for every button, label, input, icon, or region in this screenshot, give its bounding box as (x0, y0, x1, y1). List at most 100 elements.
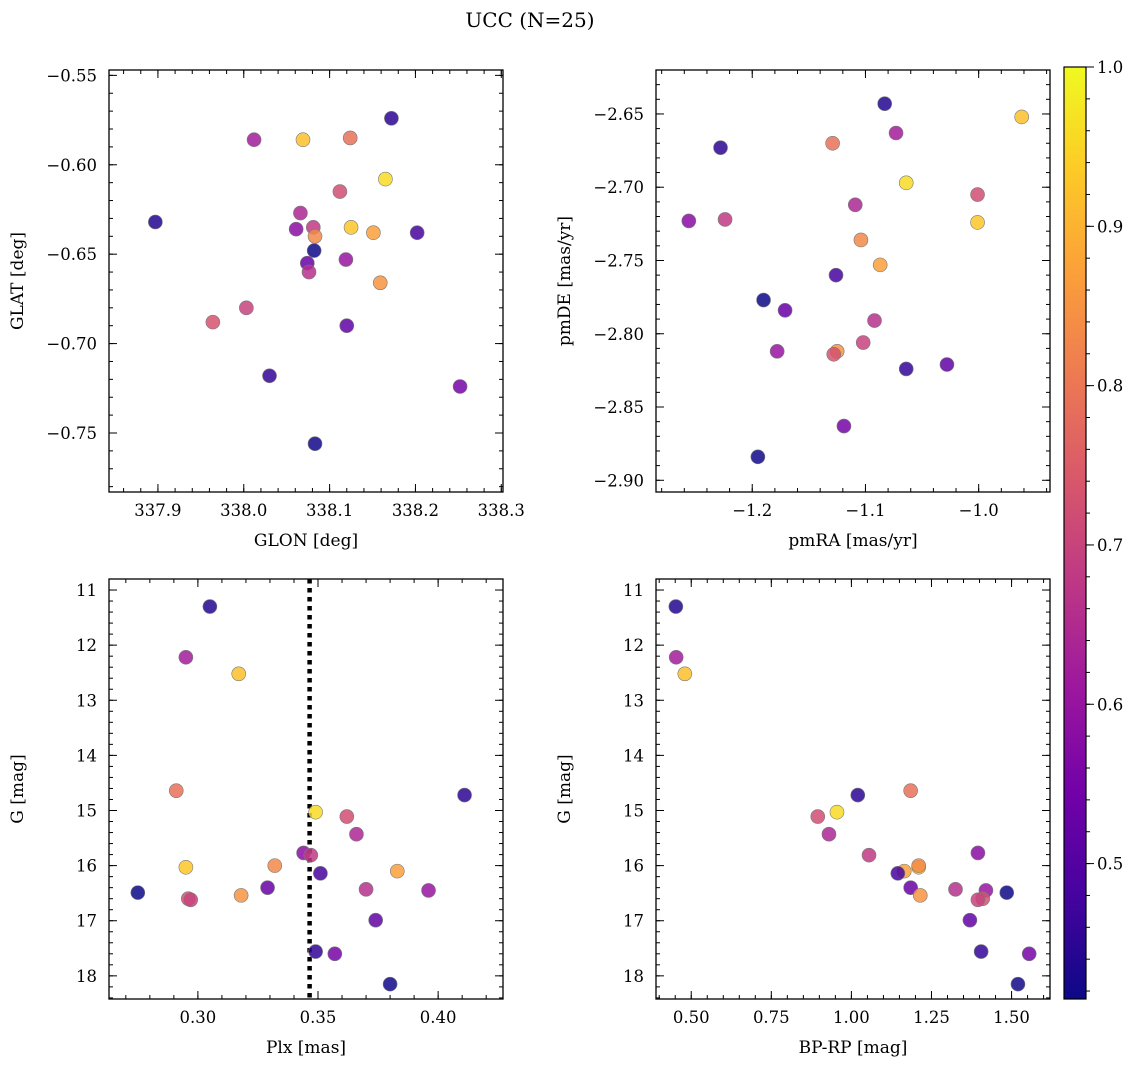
scatter-point (867, 313, 882, 328)
colorbar-tick-label: 1.0 (1097, 58, 1123, 77)
figure-title: UCC (N=25) (465, 8, 594, 32)
panels: 337.9 338.0 338.1 338.2 338.3 −0.55 −0.60 −0.65… (8, 66, 1051, 1058)
scatter-point (349, 826, 364, 842)
y-tick-label: −0.65 (46, 245, 97, 264)
x-tick-label: 0.40 (420, 1008, 457, 1027)
scatter-point (970, 187, 985, 202)
scatter-point (847, 197, 863, 213)
y-axis-label: G [mag] (8, 754, 28, 823)
scatter-point (861, 847, 877, 863)
scatter-point (293, 205, 308, 221)
scatter-point (205, 314, 221, 330)
colorbar-tick-label: 0.6 (1097, 695, 1123, 714)
x-axis-label: pmRA [mas/yr] (788, 531, 917, 551)
y-tick-label: 18 (623, 967, 644, 986)
scatter-point (877, 96, 893, 112)
scatter-point (307, 228, 323, 244)
y-tick-label: −0.60 (46, 156, 97, 175)
scatter-point (303, 847, 319, 863)
y-tick-label: 14 (76, 746, 97, 765)
y-tick-label: 16 (623, 857, 644, 876)
y-tick-label: −2.85 (593, 398, 644, 417)
y-tick-label: 17 (623, 912, 644, 931)
scatter-point (168, 783, 184, 798)
scatter-point (1014, 109, 1029, 125)
y-tick-label: −2.80 (593, 325, 644, 344)
x-tick-label: 338.2 (392, 501, 439, 520)
scatter-point (850, 787, 866, 803)
scatter-point (358, 882, 374, 897)
scatter-point (239, 300, 254, 316)
scatter-point (306, 243, 322, 258)
scatter-point (295, 132, 311, 148)
scatter-point (912, 888, 928, 903)
scatter-point (288, 221, 304, 237)
scatter-point (1010, 976, 1026, 992)
y-tick-label: 13 (76, 691, 97, 710)
scatter-point (233, 888, 249, 903)
axes-frame (655, 578, 1051, 1000)
y-tick-label: −0.75 (46, 424, 97, 443)
scatter-points (130, 599, 472, 992)
x-tick-label: 0.50 (673, 1008, 710, 1027)
scatter-point (970, 845, 986, 861)
scatter-point (178, 649, 194, 665)
axis-ticks (109, 578, 503, 999)
x-tick-label: −1.0 (959, 501, 999, 520)
y-tick-label: 14 (623, 746, 644, 765)
y-tick-label: 17 (76, 912, 97, 931)
scatter-point (332, 184, 348, 199)
scatter-point (338, 252, 354, 267)
y-tick-label: 12 (76, 636, 97, 655)
scatter-point (769, 344, 785, 359)
scatter-point (372, 275, 388, 291)
scatter-point (777, 303, 793, 318)
scatter-point (389, 863, 405, 879)
x-tick-label: 338.0 (220, 501, 267, 520)
colorbar-ticks: 0.5 0.6 0.7 0.8 0.9 1.0 (1086, 58, 1123, 992)
y-tick-label: 12 (623, 636, 644, 655)
scatter-point (717, 212, 733, 227)
scatter-point (999, 885, 1015, 900)
scatter-point (1021, 946, 1037, 962)
scatter-point (148, 214, 163, 230)
scatter-point (366, 225, 381, 241)
x-tick-label: 1.25 (913, 1008, 950, 1027)
scatter-point (421, 883, 436, 898)
scatter-point (452, 379, 468, 394)
colorbar-gradient (1063, 66, 1087, 1000)
scatter-point (130, 885, 146, 900)
axis-ticks (656, 578, 1050, 999)
scatter-point (836, 418, 852, 434)
scatter-point (343, 220, 359, 235)
y-tick-label: −2.70 (593, 178, 644, 197)
scatter-point (260, 880, 275, 895)
scatter-point (308, 804, 323, 820)
y-tick-label: 13 (623, 691, 644, 710)
scatter-point (178, 859, 194, 875)
axes-frame (108, 69, 504, 493)
y-tick-label: −2.65 (593, 105, 644, 124)
x-tick-label: −1.2 (732, 501, 772, 520)
panel-plx_g: 0.30 0.35 0.40 11 12 13 14 15 16 17 18 Plx [mas] G [… (8, 578, 504, 1058)
x-tick-label: 0.75 (753, 1008, 790, 1027)
y-axis-label: pmDE [mas/yr] (555, 216, 575, 346)
y-tick-label: −2.90 (593, 471, 644, 490)
x-tick-label: 1.00 (833, 1008, 870, 1027)
axes-frame (655, 69, 1051, 493)
scatter-point (231, 666, 247, 682)
scatter-point (826, 346, 842, 362)
scatter-point (301, 264, 317, 280)
panel-cmd: 0.50 0.75 1.00 1.25 1.50 11 12 13 14 15 16 17 18 BP-R… (555, 578, 1051, 1058)
scatter-point (829, 804, 845, 820)
scatter-point (307, 436, 323, 452)
x-tick-label: 0.35 (300, 1008, 337, 1027)
scatter-point (888, 125, 904, 141)
scatter-point (898, 175, 914, 191)
scatter-point (668, 599, 684, 614)
scatter-point (267, 858, 283, 873)
scatter-point (409, 225, 425, 241)
colorbar-tick-label: 0.9 (1097, 217, 1123, 236)
x-axis-label: BP-RP [mag] (799, 1038, 908, 1058)
x-tick-label: 1.50 (993, 1008, 1030, 1027)
